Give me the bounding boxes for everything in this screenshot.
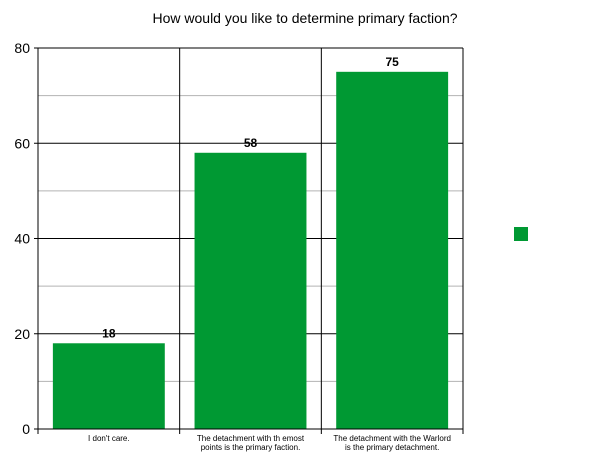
chart-title: How would you like to determine primary … [152,10,458,26]
bars [52,71,449,429]
y-tick-label: 80 [14,40,30,56]
y-tick-label: 0 [22,421,30,437]
legend-swatch [514,227,528,241]
category-label: points is the primary faction. [201,443,301,452]
y-tick-label: 20 [14,326,30,342]
legend [514,227,528,241]
axes [37,48,463,430]
labels: 0 20 40 60 80 18 I don't care. 58 The detachment… [14,40,451,452]
data-label: 75 [385,55,399,69]
bar [194,152,307,429]
category-label: I don't care. [88,434,130,443]
category-label: is the primary detachment. [345,443,439,452]
y-tick-label: 40 [14,231,30,247]
y-tick-label: 60 [14,135,30,151]
data-label: 58 [244,136,258,150]
bar [52,343,165,429]
data-label: 18 [102,326,116,340]
category-label: The detachment with th emost [197,434,305,443]
bar [336,71,449,429]
category-label: The detachment with the Warlord [333,434,451,443]
